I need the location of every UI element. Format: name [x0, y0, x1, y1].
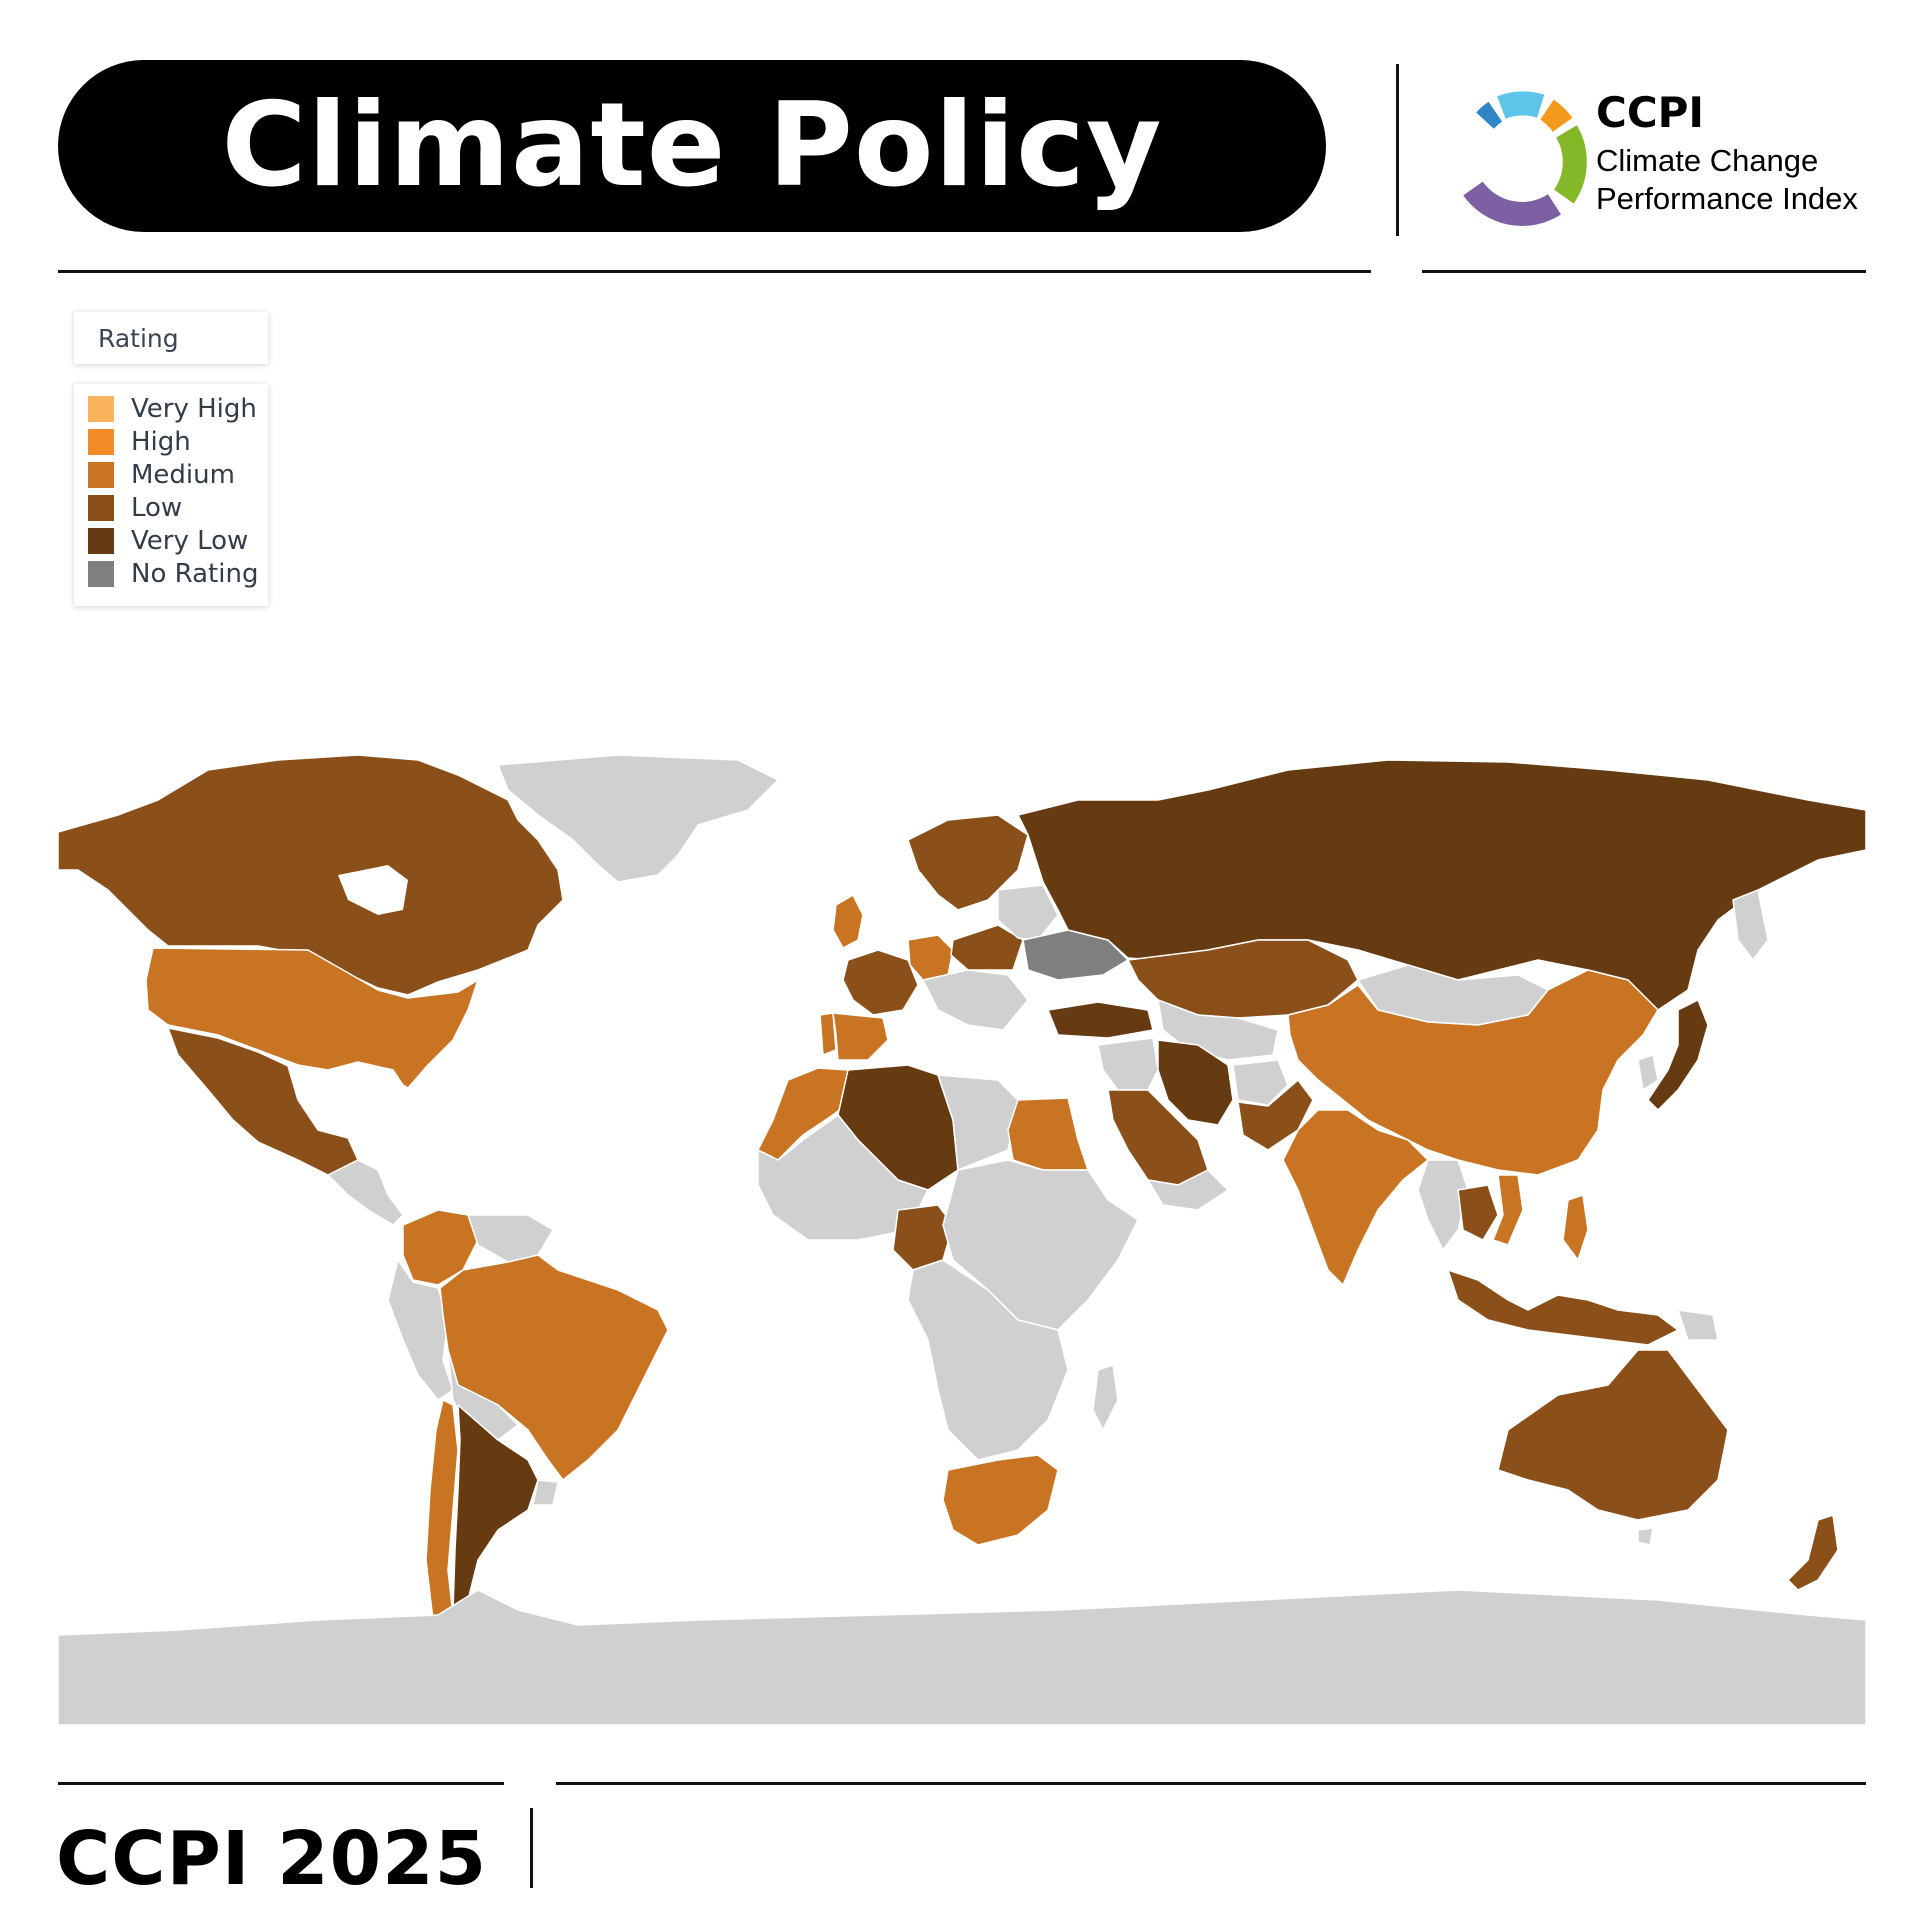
- region-turkey[interactable]: [1047, 1001, 1154, 1039]
- legend-label: High: [131, 427, 191, 457]
- footer-divider: [530, 1808, 533, 1888]
- footer-rule-left: [58, 1782, 504, 1785]
- legend-item-low[interactable]: Low: [88, 493, 182, 523]
- hudson-bay: [338, 865, 408, 915]
- legend-label: Medium: [131, 460, 235, 490]
- region-poland[interactable]: [950, 924, 1024, 971]
- logo-name-line2: Performance Index: [1596, 181, 1858, 216]
- legend-item-no-rating[interactable]: No Rating: [88, 559, 258, 589]
- region-tasmania[interactable]: [1637, 1527, 1654, 1546]
- region-south-korea[interactable]: [1637, 1054, 1659, 1091]
- legend-label: Very Low: [131, 526, 249, 556]
- region-central-africa[interactable]: [907, 1259, 1069, 1461]
- region-west-africa[interactable]: [757, 1114, 929, 1241]
- region-scandinavia[interactable]: [907, 814, 1029, 911]
- region-venezuela[interactable]: [467, 1214, 554, 1263]
- region-central-america[interactable]: [327, 1159, 404, 1226]
- region-afghanistan[interactable]: [1232, 1059, 1289, 1106]
- legend-label: No Rating: [131, 559, 259, 589]
- logo-abbreviation: CCPI: [1596, 88, 1705, 137]
- region-new-zealand[interactable]: [1787, 1514, 1839, 1591]
- region-portugal[interactable]: [819, 1012, 837, 1056]
- legend: Very High High Medium Low Very Low No Ra…: [74, 384, 268, 606]
- region-canada[interactable]: [58, 754, 564, 996]
- legend-item-very-high[interactable]: Very High: [88, 394, 257, 424]
- region-russia-far-east[interactable]: [1732, 889, 1769, 961]
- region-vietnam[interactable]: [1492, 1174, 1524, 1246]
- header-rule-right: [1422, 270, 1866, 273]
- region-madagascar[interactable]: [1092, 1364, 1119, 1431]
- page-title: Climate Policy: [221, 78, 1163, 213]
- region-philippines[interactable]: [1562, 1194, 1589, 1261]
- title-banner: Climate Policy: [58, 60, 1326, 232]
- logo-segment-purple: [1463, 181, 1561, 226]
- region-france[interactable]: [842, 949, 919, 1016]
- region-south-africa[interactable]: [942, 1454, 1059, 1546]
- logo-segment-orange: [1539, 99, 1573, 133]
- legend-header: Rating: [74, 312, 268, 364]
- region-north-africa[interactable]: [937, 1074, 1019, 1171]
- legend-swatch: [88, 495, 114, 521]
- legend-item-very-low[interactable]: Very Low: [88, 526, 248, 556]
- region-united-kingdom[interactable]: [832, 894, 864, 949]
- legend-item-medium[interactable]: Medium: [88, 460, 235, 490]
- legend-swatch: [88, 528, 114, 554]
- region-pakistan[interactable]: [1237, 1079, 1314, 1151]
- legend-title: Rating: [98, 323, 179, 353]
- region-east-africa[interactable]: [942, 1159, 1139, 1331]
- legend-swatch: [88, 561, 114, 587]
- legend-label: Low: [131, 493, 183, 523]
- region-united-states[interactable]: [145, 947, 479, 1089]
- header-rule-left: [58, 270, 1371, 273]
- region-greenland[interactable]: [497, 754, 779, 883]
- region-central-europe[interactable]: [922, 969, 1029, 1031]
- region-thailand[interactable]: [1457, 1184, 1499, 1241]
- region-antarctica[interactable]: [58, 1589, 1866, 1726]
- footer-rule-right: [556, 1782, 1866, 1785]
- edition-label: CCPI 2025: [56, 1816, 488, 1902]
- legend-swatch: [88, 462, 114, 488]
- region-egypt[interactable]: [1007, 1097, 1089, 1171]
- world-map: [58, 754, 1866, 1726]
- region-spain[interactable]: [832, 1012, 889, 1061]
- legend-swatch: [88, 429, 114, 455]
- region-arabian-peninsula[interactable]: [1147, 1169, 1229, 1211]
- logo-segment-green: [1553, 125, 1587, 204]
- logo-name-line1: Climate Change: [1596, 143, 1819, 178]
- region-indonesia[interactable]: [1447, 1269, 1679, 1346]
- region-china[interactable]: [1287, 969, 1659, 1176]
- region-iran[interactable]: [1157, 1039, 1234, 1126]
- logo-segment-blue: [1476, 101, 1503, 129]
- region-uruguay[interactable]: [532, 1479, 559, 1506]
- legend-swatch: [88, 396, 114, 422]
- region-india[interactable]: [1282, 1109, 1429, 1286]
- region-southeast-asia[interactable]: [1417, 1159, 1469, 1251]
- legend-item-high[interactable]: High: [88, 427, 191, 457]
- region-japan[interactable]: [1647, 999, 1709, 1111]
- region-morocco[interactable]: [757, 1067, 859, 1161]
- region-germany[interactable]: [907, 934, 954, 981]
- region-middle-east[interactable]: [1097, 1037, 1159, 1091]
- legend-label: Very High: [131, 394, 257, 424]
- header-divider: [1396, 64, 1399, 236]
- ccpi-logo-icon: [1463, 91, 1587, 226]
- region-papua-new-guinea[interactable]: [1677, 1309, 1719, 1341]
- region-australia[interactable]: [1497, 1349, 1729, 1521]
- logo-segment-lightblue: [1496, 91, 1545, 119]
